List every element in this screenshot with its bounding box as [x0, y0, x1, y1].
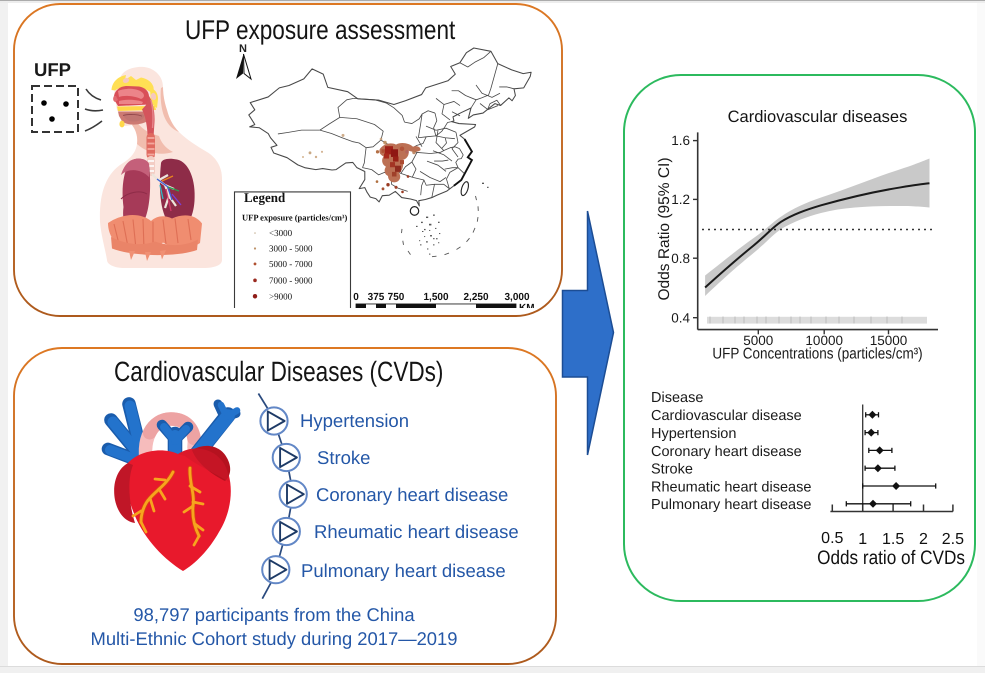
svg-text:5000: 5000 [743, 333, 773, 348]
svg-text:7000 - 9000: 7000 - 9000 [269, 275, 313, 285]
svg-text:0.8: 0.8 [671, 251, 690, 266]
svg-text:1: 1 [858, 531, 867, 548]
svg-text:1.6: 1.6 [671, 133, 690, 148]
svg-text:2.5: 2.5 [942, 531, 964, 548]
svg-text:Rheumatic heart disease: Rheumatic heart disease [651, 479, 811, 495]
svg-text:KM: KM [519, 303, 535, 308]
svg-text:0.4: 0.4 [671, 310, 690, 325]
svg-text:Disease: Disease [651, 390, 703, 406]
svg-text:Odds ratio of CVDs: Odds ratio of CVDs [817, 547, 965, 569]
svg-text:375: 375 [368, 292, 385, 303]
svg-text:Odds Ratio (95% CI): Odds Ratio (95% CI) [656, 158, 673, 301]
svg-text:15000: 15000 [870, 333, 908, 348]
svg-text:Stroke: Stroke [651, 462, 693, 478]
svg-text:>9000: >9000 [269, 291, 293, 301]
svg-text:750: 750 [388, 292, 405, 303]
svg-text:Pulmonary heart disease: Pulmonary heart disease [651, 497, 811, 513]
svg-text:<3000: <3000 [269, 228, 293, 238]
svg-text:1.5: 1.5 [882, 531, 904, 548]
svg-text:5000 - 7000: 5000 - 7000 [269, 259, 313, 269]
svg-text:Cardiovascular disease: Cardiovascular disease [651, 408, 802, 424]
svg-text:0: 0 [353, 292, 359, 303]
svg-text:N: N [239, 43, 247, 55]
svg-text:3000 - 5000: 3000 - 5000 [269, 243, 313, 253]
svg-text:2: 2 [919, 531, 928, 548]
svg-text:Legend: Legend [244, 190, 286, 205]
svg-text:3,000: 3,000 [504, 292, 529, 303]
svg-text:10000: 10000 [805, 333, 843, 348]
svg-text:UFP Concentrations (particles/: UFP Concentrations (particles/cm³) [712, 346, 922, 363]
svg-text:0.5: 0.5 [821, 530, 843, 547]
svg-text:Coronary heart disease: Coronary heart disease [651, 444, 802, 460]
svg-text:Hypertension: Hypertension [651, 426, 736, 442]
svg-text:1,500: 1,500 [423, 292, 448, 303]
svg-text:1.2: 1.2 [671, 192, 690, 207]
svg-text:UFP exposure (particles/cm³): UFP exposure (particles/cm³) [242, 212, 347, 222]
svg-text:2,250: 2,250 [463, 292, 488, 303]
